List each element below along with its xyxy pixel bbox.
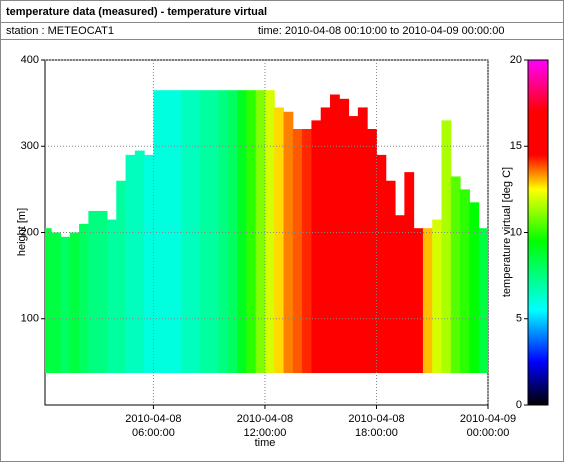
colorbar-label: temperature virtual [deg C] [501,167,513,297]
heat-cell [69,232,80,374]
colorbar [527,59,549,406]
heat-cell [404,172,415,374]
y-tick-label: 300 [21,140,39,152]
x-tick-label: 2010-04-09 00:00:00 [460,413,516,439]
heat-cell [153,90,164,374]
heat-cell [339,98,350,374]
heat-cell [357,107,368,374]
heat-cell [264,90,275,374]
heat-cell [60,236,71,374]
heat-cell [125,154,136,374]
colorbar-tick-label: 5 [516,313,522,325]
colorbar-tick-label: 15 [510,140,522,152]
heat-cell [106,219,117,374]
heat-cell [330,94,340,374]
heat-cell [45,228,52,374]
heat-cell [385,180,396,374]
heat-cell [320,107,331,374]
x-axis-label: time [255,437,276,449]
heat-cell [432,219,443,374]
heat-cell [422,228,433,374]
heat-cell [255,90,266,374]
heat-cell [460,189,470,374]
heat-cell [283,111,294,374]
heat-cell [209,90,219,374]
heat-cell [227,90,238,374]
y-tick-label: 400 [21,54,39,66]
x-tick-label: 2010-04-08 18:00:00 [348,413,404,439]
heat-cell [190,90,201,374]
heat-cell [218,90,229,374]
heat-cell [172,90,182,374]
y-tick-label: 200 [21,226,39,238]
heat-cell [237,90,247,374]
heat-cell [246,90,257,374]
heat-cell [199,90,210,374]
y-axis-label: height [m] [16,208,28,256]
heat-cell [181,90,192,374]
heat-cell [274,107,285,374]
heat-cell [469,202,480,374]
heat-cell [367,129,377,374]
colorbar-tick-label: 0 [516,399,522,411]
time-range: time: 2010-04-08 00:10:00 to 2010-04-09 … [258,25,504,37]
x-tick-label: 2010-04-08 06:00:00 [125,413,181,439]
heat-cell [413,228,424,374]
heat-cell [134,150,145,374]
heat-cell [302,129,312,374]
title: temperature data (measured) - temperatur… [6,6,267,18]
heat-cell [450,176,461,374]
heat-cell [88,210,99,374]
heat-cell [292,129,303,374]
heat-cell [441,120,452,374]
heat-cell [376,154,387,374]
colorbar-tick-label: 10 [510,226,522,238]
heat-cell [51,232,61,374]
heat-cell [162,90,173,374]
heat-cell [116,180,127,374]
heat-cell [478,228,488,374]
heat-cell [311,120,322,374]
station: station : METEOCAT1 [6,25,114,37]
heat-cell [79,223,89,374]
heat-cell [348,116,359,374]
y-tick-label: 100 [21,313,39,325]
colorbar-tick-label: 20 [510,54,522,66]
heat-cell [144,154,154,374]
x-tick-label: 2010-04-08 12:00:00 [237,413,293,439]
heat-cell [97,210,108,374]
heat-cell [395,215,405,374]
